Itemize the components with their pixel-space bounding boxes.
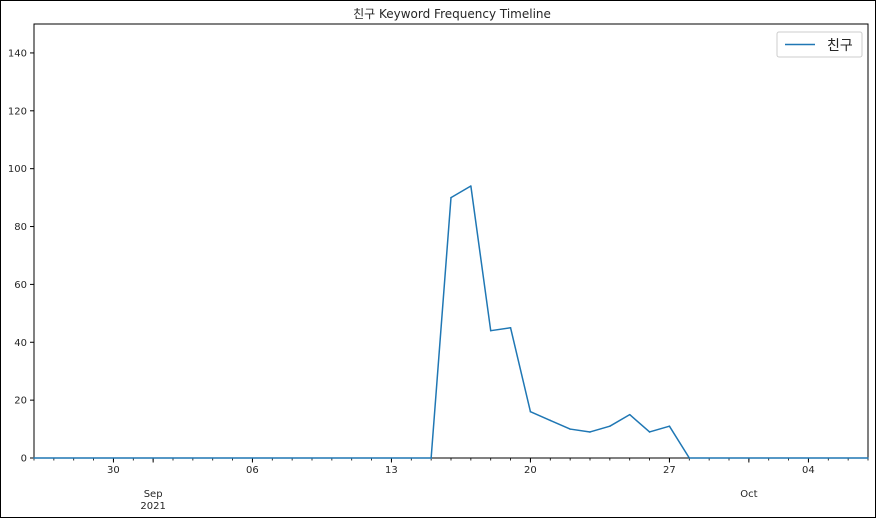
- y-axis: 0 20 40 60 80 100 120 140: [8, 48, 34, 465]
- x-tick-label: 30: [107, 465, 120, 476]
- data-point: [867, 457, 869, 459]
- y-tick-label: 80: [14, 222, 27, 233]
- x-month-label: Oct: [740, 489, 757, 500]
- x-tick-label: 27: [663, 465, 676, 476]
- x-tick-label: 06: [246, 465, 259, 476]
- series-layer: [33, 185, 869, 459]
- data-point: [569, 428, 571, 430]
- y-tick-label: 20: [14, 396, 27, 407]
- legend-label: 친구: [827, 38, 853, 54]
- series-line: [34, 185, 868, 459]
- x-year-label: 2021: [140, 501, 165, 512]
- x-tick-label: 20: [524, 465, 537, 476]
- x-tick-label: 13: [385, 465, 398, 476]
- y-tick-label: 100: [8, 164, 27, 175]
- data-point: [648, 431, 651, 433]
- data-point: [489, 329, 492, 332]
- y-tick-label: 40: [14, 338, 27, 349]
- chart-title: 친구 Keyword Frequency Timeline: [353, 7, 551, 21]
- data-point: [688, 457, 691, 459]
- plot-area: [33, 23, 869, 459]
- data-point: [609, 425, 611, 427]
- y-tick-label: 140: [8, 48, 27, 59]
- data-point: [33, 457, 35, 459]
- data-point: [589, 431, 591, 433]
- y-tick-label: 60: [14, 280, 27, 291]
- data-point: [668, 425, 671, 427]
- x-tick-label: 04: [802, 465, 815, 476]
- data-point: [450, 196, 452, 199]
- data-point: [549, 419, 552, 422]
- y-tick-label: 0: [21, 454, 27, 465]
- y-tick-label: 120: [8, 106, 27, 117]
- x-month-label: Sep: [144, 489, 163, 500]
- data-point: [628, 413, 631, 416]
- data-point: [430, 457, 432, 459]
- data-point: [509, 327, 512, 329]
- legend: 친구: [776, 31, 863, 58]
- data-point: [529, 410, 532, 413]
- legend-box: [776, 31, 863, 58]
- data-point: [470, 185, 472, 187]
